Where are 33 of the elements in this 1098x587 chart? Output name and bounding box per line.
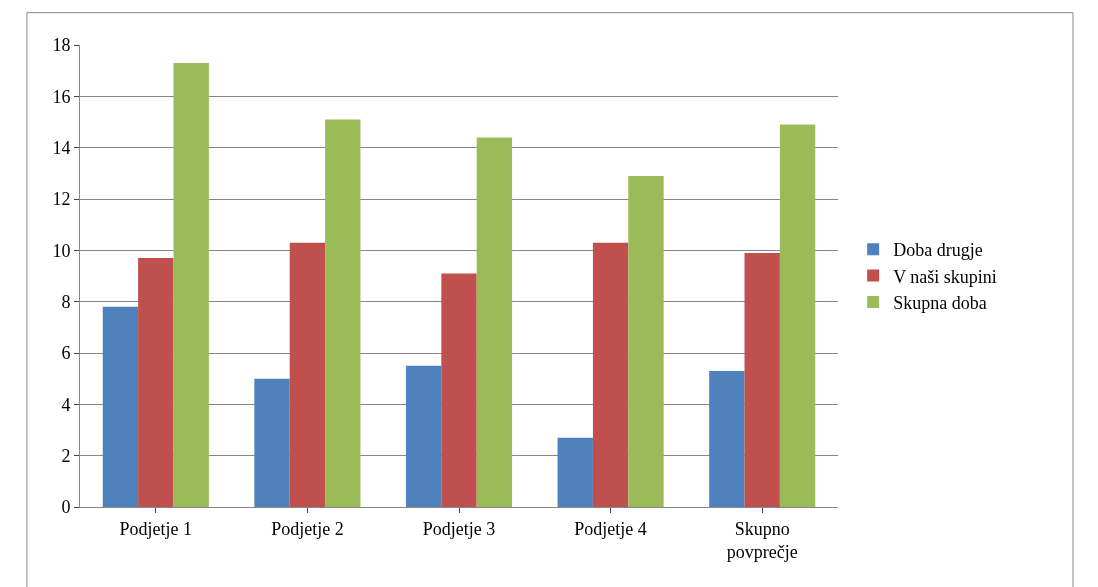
y-tick-label: 18 bbox=[52, 35, 71, 56]
y-tick-label: 6 bbox=[61, 343, 71, 364]
bar bbox=[289, 242, 326, 507]
bar bbox=[628, 175, 664, 507]
y-tick-label: 16 bbox=[52, 86, 71, 107]
legend-label: Skupna doba bbox=[893, 293, 987, 314]
bar bbox=[325, 119, 361, 507]
bar bbox=[173, 62, 209, 507]
x-tick-label: Podjetje 4 bbox=[574, 518, 647, 539]
y-tick-label: 0 bbox=[61, 497, 71, 518]
bar bbox=[476, 137, 513, 507]
bar bbox=[709, 370, 745, 507]
y-tick-label: 14 bbox=[52, 137, 71, 158]
bar bbox=[441, 273, 477, 507]
x-tick-label: Podjetje 2 bbox=[271, 518, 344, 539]
y-tick-label: 12 bbox=[52, 189, 71, 210]
bar bbox=[254, 378, 290, 507]
legend-label: V naši skupini bbox=[893, 266, 997, 287]
x-tick-label: Podjetje 3 bbox=[422, 518, 496, 539]
bar bbox=[405, 365, 442, 507]
y-tick-label: 4 bbox=[61, 394, 71, 415]
x-tick-label: Skupno povprečje bbox=[726, 518, 798, 562]
legend-label: Doba drugje bbox=[893, 240, 983, 261]
bar bbox=[592, 242, 629, 507]
bar bbox=[779, 124, 816, 507]
bar bbox=[102, 306, 139, 507]
y-tick-label: 10 bbox=[52, 240, 71, 261]
y-tick-label: 2 bbox=[61, 445, 71, 466]
x-tick-label: Podjetje 1 bbox=[119, 518, 193, 539]
bar bbox=[138, 258, 174, 507]
y-tick-label: 8 bbox=[61, 291, 71, 312]
bar bbox=[557, 437, 593, 507]
bar bbox=[744, 252, 780, 507]
